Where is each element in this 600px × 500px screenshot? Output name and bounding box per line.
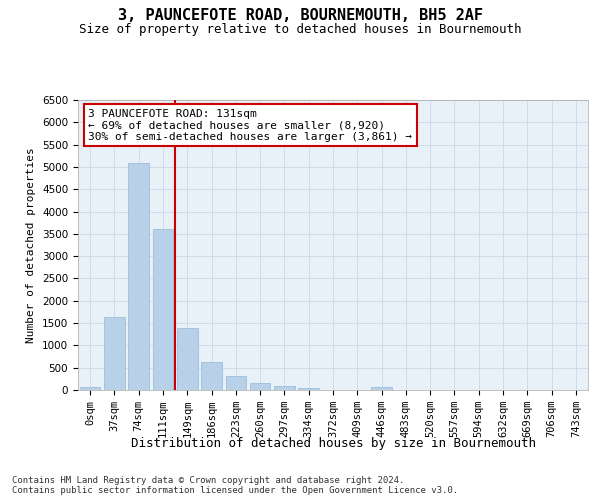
Bar (201, 362, 222, 390)
Text: 3 PAUNCEFOTE ROAD: 131sqm
← 69% of detached houses are smaller (8,920)
30% of se: 3 PAUNCEFOTE ROAD: 131sqm ← 69% of detac… (88, 108, 412, 142)
Text: Distribution of detached houses by size in Bournemouth: Distribution of detached houses by size … (131, 438, 536, 450)
Bar (152, 230, 173, 390)
Bar (104, 318, 125, 390)
Bar (226, 376, 246, 390)
Text: Size of property relative to detached houses in Bournemouth: Size of property relative to detached ho… (79, 22, 521, 36)
Bar (250, 384, 271, 390)
Y-axis label: Number of detached properties: Number of detached properties (26, 147, 37, 343)
Bar (177, 328, 197, 390)
Bar (274, 386, 295, 390)
Bar (128, 164, 149, 390)
Bar (298, 388, 319, 390)
Bar (371, 388, 392, 390)
Text: 3, PAUNCEFOTE ROAD, BOURNEMOUTH, BH5 2AF: 3, PAUNCEFOTE ROAD, BOURNEMOUTH, BH5 2AF (118, 8, 482, 22)
Bar (80, 386, 100, 390)
Text: Contains HM Land Registry data © Crown copyright and database right 2024.
Contai: Contains HM Land Registry data © Crown c… (12, 476, 458, 495)
